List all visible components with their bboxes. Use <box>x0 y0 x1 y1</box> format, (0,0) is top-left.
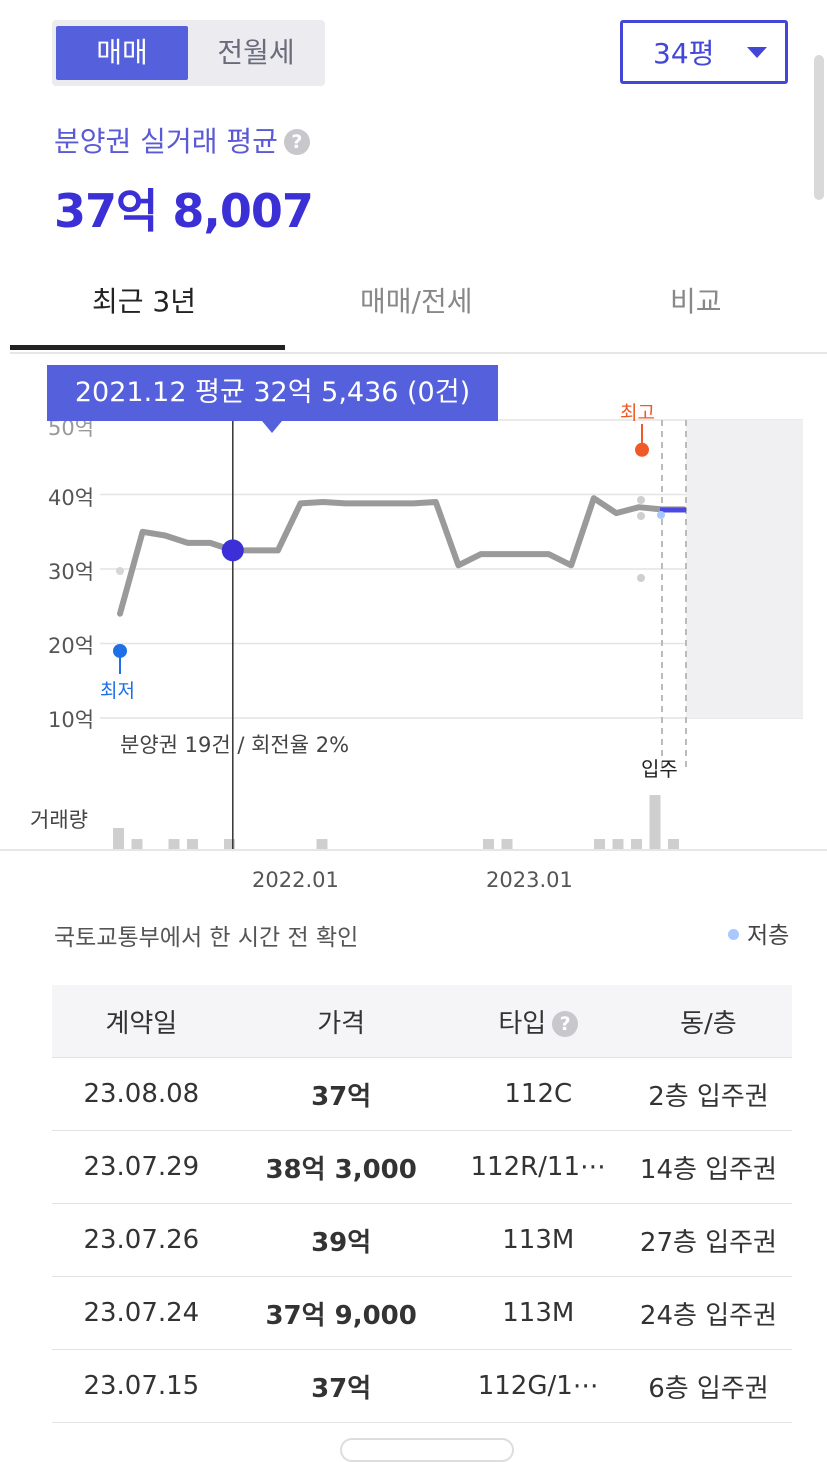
volume-bar <box>612 839 624 850</box>
transactions-table: 계약일 가격 타입? 동/층 23.08.08 37억 112C 2층 입주권 … <box>52 985 792 1423</box>
future-shade <box>686 420 803 718</box>
table-row[interactable]: 23.07.29 38억 3,000 112R/11⋯ 14층 입주권 <box>52 1130 792 1204</box>
y-tick-label: 40억 <box>48 486 95 510</box>
volume-label: 거래량 <box>30 808 88 832</box>
cell-floor: 14층 입주권 <box>624 1130 792 1204</box>
highlight-point <box>221 539 244 562</box>
scatter-point <box>637 512 645 520</box>
cell-price: 39억 <box>230 1203 452 1277</box>
table-header-row: 계약일 가격 타입? 동/층 <box>52 985 792 1058</box>
cell-floor: 6층 입주권 <box>624 1349 792 1423</box>
cell-floor: 27층 입주권 <box>624 1203 792 1277</box>
y-tick-label: 30억 <box>48 560 95 584</box>
cell-date: 23.07.24 <box>52 1276 231 1350</box>
cell-price: 37억 <box>230 1057 452 1131</box>
volume-bar <box>224 839 235 850</box>
volume-bar <box>501 839 513 850</box>
table-row[interactable]: 23.07.24 37억 9,000 113M 24층 입주권 <box>52 1276 792 1350</box>
help-icon[interactable]: ? <box>283 129 310 155</box>
volume-bars <box>113 795 679 850</box>
scatter-point <box>637 496 645 504</box>
presale-note: 분양권 19건 / 회전율 2% <box>120 733 349 757</box>
low-floor-point <box>657 511 665 519</box>
volume-bar <box>131 839 143 850</box>
header-type-label: 타입 <box>498 1008 547 1039</box>
volume-bar <box>631 839 642 850</box>
area-dropdown-value: 34평 <box>653 37 715 70</box>
cell-date: 23.07.15 <box>52 1349 231 1423</box>
scatter-point <box>116 567 124 575</box>
cell-date: 23.08.08 <box>52 1057 231 1131</box>
tab-compare[interactable]: 비교 <box>670 285 722 318</box>
trade-type-toggle: 매매 전월세 <box>52 20 325 86</box>
min-marker-label: 최저 <box>100 680 135 702</box>
cell-type: 112G/1⋯ <box>451 1349 625 1423</box>
tab-sale-jeonse[interactable]: 매매/전세 <box>360 285 473 318</box>
average-title: 분양권 실거래 평균? <box>54 120 310 160</box>
x-tick-label: 2023.01 <box>486 868 573 892</box>
price-chart: 최고 최저 분양권 19건 / 회전율 2% 입주 거래량 <box>0 402 827 851</box>
volume-bar <box>483 839 494 850</box>
legend-label: 저층 <box>747 923 790 949</box>
cell-price: 38억 3,000 <box>230 1130 452 1204</box>
source-note: 국토교통부에서 한 시간 전 확인 <box>54 925 359 951</box>
help-icon[interactable]: ? <box>552 1010 579 1037</box>
scatter-point <box>637 574 645 582</box>
table-row[interactable]: 23.07.15 37억 112G/1⋯ 6층 입주권 <box>52 1349 792 1423</box>
price-line <box>117 495 687 617</box>
header-type: 타입? <box>451 985 625 1058</box>
volume-bar <box>187 839 198 850</box>
cell-date: 23.07.29 <box>52 1130 231 1204</box>
header-price: 가격 <box>230 985 452 1058</box>
volume-bar <box>316 839 328 850</box>
tooltip-tail <box>262 421 282 433</box>
header-date: 계약일 <box>52 985 231 1058</box>
max-marker <box>635 442 649 457</box>
rent-toggle-button[interactable]: 전월세 <box>217 36 295 69</box>
cell-type: 113M <box>451 1276 625 1350</box>
scrollbar[interactable] <box>814 55 824 200</box>
more-button[interactable] <box>340 1438 514 1462</box>
average-title-label: 분양권 실거래 평균 <box>54 125 278 158</box>
cell-date: 23.07.26 <box>52 1203 231 1277</box>
volume-bar <box>594 839 605 850</box>
cell-floor: 24층 입주권 <box>624 1276 792 1350</box>
active-tab-indicator <box>10 345 285 350</box>
volume-bar <box>168 839 180 850</box>
area-dropdown[interactable]: 34평 <box>620 20 788 84</box>
legend-dot-icon <box>728 929 739 940</box>
cell-type: 112C <box>451 1057 625 1131</box>
move-in-label: 입주 <box>641 757 678 781</box>
cell-type: 113M <box>451 1203 625 1277</box>
max-marker-label: 최고 <box>620 402 655 424</box>
x-tick-label: 2022.01 <box>252 868 339 892</box>
y-tick-label: 10억 <box>48 708 95 732</box>
header-unit-floor: 동/층 <box>624 985 792 1058</box>
average-price: 37억 8,007 <box>54 184 314 238</box>
cell-type: 112R/11⋯ <box>451 1130 625 1204</box>
cell-price: 37억 9,000 <box>230 1276 452 1350</box>
chart-tooltip: 2021.12 평균 32억 5,436 (0건) <box>47 365 498 421</box>
legend-low-floor: 저층 <box>728 916 789 950</box>
chart-tabs: 최근 3년 매매/전세 비교 <box>10 262 827 354</box>
volume-bar <box>649 795 661 850</box>
volume-bar <box>113 828 124 850</box>
sale-toggle-button[interactable]: 매매 <box>56 26 188 80</box>
caret-down-icon <box>747 47 767 58</box>
table-row[interactable]: 23.08.08 37억 112C 2층 입주권 <box>52 1057 792 1131</box>
cell-floor: 2층 입주권 <box>624 1057 792 1131</box>
min-marker <box>113 643 127 658</box>
y-tick-label: 20억 <box>48 634 95 658</box>
cell-price: 37억 <box>230 1349 452 1423</box>
tab-recent-3y[interactable]: 최근 3년 <box>92 285 196 318</box>
table-row[interactable]: 23.07.26 39억 113M 27층 입주권 <box>52 1203 792 1277</box>
volume-bar <box>668 839 679 850</box>
